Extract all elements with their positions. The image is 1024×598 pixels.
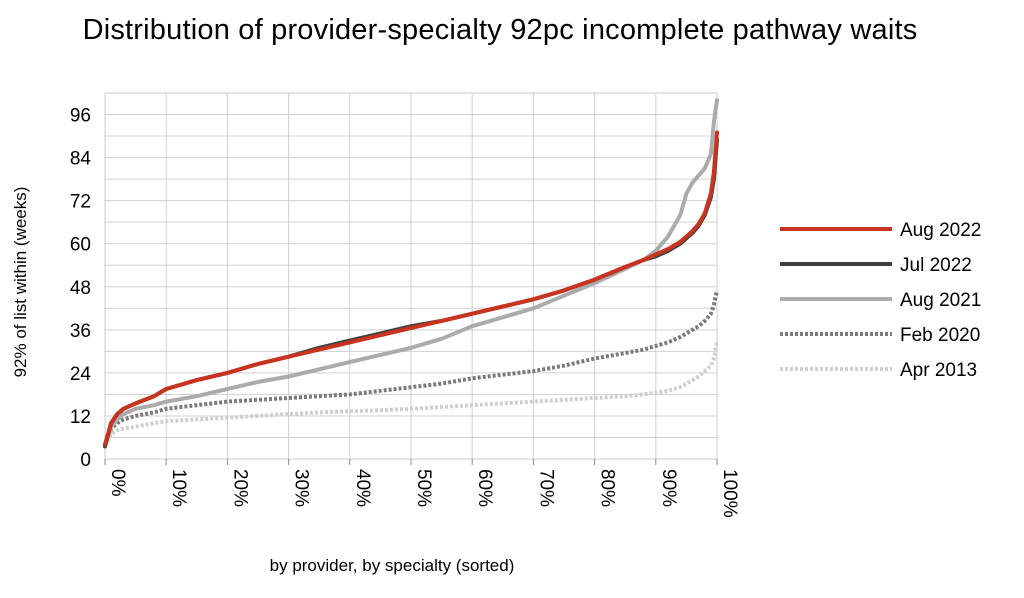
y-tick-label: 84	[70, 149, 92, 170]
y-axis-label: 92% of list within (weeks)	[11, 187, 30, 378]
y-tick-label: 24	[70, 364, 92, 385]
x-tick-label: 90%	[658, 469, 679, 507]
legend: Aug 2022 Jul 2022 Aug 2021 Feb 2020 Apr 2013	[780, 220, 981, 381]
x-tick-label: 100%	[719, 469, 740, 518]
x-tick-label: 80%	[597, 469, 618, 507]
y-tick-label: 48	[70, 278, 91, 299]
y-tick-label: 36	[70, 321, 91, 342]
y-tick-label: 60	[70, 235, 91, 256]
series-line-aug-2021	[103, 98, 719, 447]
legend-label: Feb 2020	[900, 325, 980, 346]
series-line-apr-2013	[103, 340, 719, 448]
x-tick-label: 10%	[168, 469, 189, 507]
x-tick-label: 60%	[474, 469, 495, 507]
x-tick-label: 20%	[229, 469, 250, 507]
y-tick-label: 72	[70, 192, 91, 213]
legend-label: Apr 2013	[900, 360, 977, 381]
x-tick-label: 70%	[535, 469, 556, 507]
x-tick-label: 30%	[291, 469, 312, 507]
series-line-aug-2022	[103, 130, 719, 447]
legend-label: Jul 2022	[900, 255, 972, 276]
series-lines	[103, 98, 719, 449]
chart-title: Distribution of provider-specialty 92pc …	[82, 14, 918, 46]
x-tick-label: 40%	[352, 469, 373, 507]
x-axis-ticks: 0% 10% 20% 30% 40% 50% 60% 70% 80% 90% 100%	[104, 459, 740, 518]
legend-label: Aug 2022	[900, 220, 981, 241]
y-tick-label: 0	[80, 450, 91, 471]
legend-label: Aug 2021	[900, 290, 981, 311]
x-tick-label: 50%	[413, 469, 434, 507]
x-tick-label: 0%	[107, 469, 128, 497]
x-axis-label: by provider, by specialty (sorted)	[270, 556, 515, 575]
gridlines	[105, 93, 718, 459]
y-tick-label: 12	[70, 407, 91, 428]
y-tick-label: 96	[70, 106, 91, 127]
y-axis-ticks: 0 12 24 36 48 60 72 84 96	[70, 106, 92, 471]
